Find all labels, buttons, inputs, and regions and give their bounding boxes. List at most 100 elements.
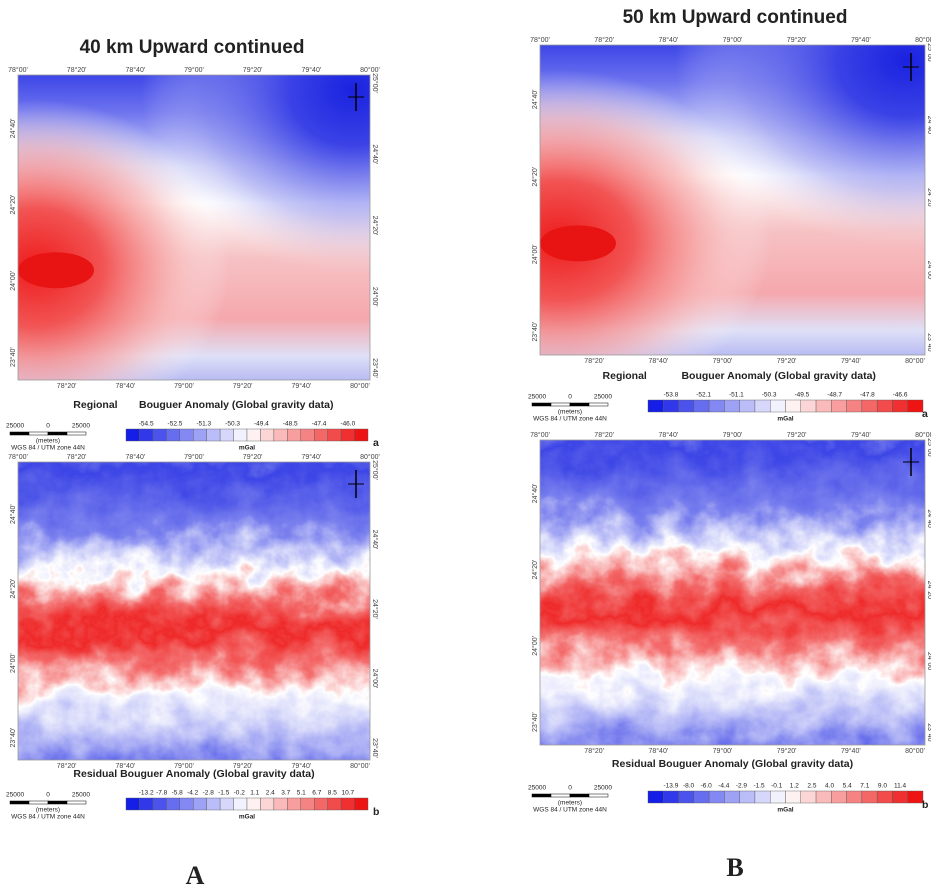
right-tick-label: 24°40': [371, 144, 379, 164]
left-tick-label: 24°40': [9, 119, 17, 139]
legend-label: -51.3: [196, 421, 211, 428]
right-tick-label: 24°40': [371, 530, 379, 550]
scale-left: 25000: [528, 785, 546, 792]
left-tick-label: 24°20': [9, 579, 17, 599]
legend-label: -49.5: [794, 392, 809, 399]
legend-label: 5.4: [843, 783, 852, 790]
scale-seg: [531, 402, 552, 407]
legend-swatch: [800, 790, 817, 804]
legend-swatch: [179, 797, 194, 811]
right-tick-label: 23°40': [926, 333, 931, 353]
bottom-tick-label: 80°00': [350, 382, 370, 390]
legend-label: -2.8: [203, 790, 215, 797]
map: [540, 440, 925, 745]
bottom-tick-label: 79°00': [174, 382, 194, 390]
panel-letter: b: [922, 799, 928, 811]
legend-swatch: [678, 790, 695, 804]
left-tick-label: 24°40': [9, 504, 17, 524]
legend-swatch: [327, 797, 342, 811]
scale-seg: [588, 793, 609, 798]
legend-swatch: [273, 797, 288, 811]
caption: Residual Bouguer Anomaly (Global gravity…: [73, 768, 314, 780]
legend-label: -2.9: [736, 783, 748, 790]
map: [18, 462, 370, 760]
legend-label: 8.5: [328, 790, 337, 797]
map-residual: [18, 462, 370, 760]
legend-label: -6.0: [701, 783, 713, 790]
bottom-tick-label: 79°40': [291, 762, 311, 770]
legend-swatch: [846, 399, 863, 413]
caption: Bouguer Anomaly (Global gravity data): [681, 370, 875, 382]
legend-swatch: [708, 790, 725, 804]
legend-swatch: [800, 399, 817, 413]
bottom-tick-label: 79°20': [777, 357, 797, 365]
scale-seg: [569, 402, 590, 407]
right-tick-label: 24°00': [926, 652, 931, 672]
bottom-tick-label: 80°00': [905, 357, 925, 365]
legend-swatch: [340, 797, 355, 811]
map: [18, 75, 370, 380]
legend-swatch: [770, 399, 786, 413]
top-tick-label: 78°00': [8, 453, 28, 461]
legend-swatch: [724, 790, 740, 804]
bottom-tick-label: 78°20': [57, 382, 77, 390]
top-tick-label: 78°00': [530, 36, 550, 44]
legend-swatch: [647, 399, 664, 413]
bottom-tick-label: 78°40': [115, 762, 135, 770]
legend-label: 10.7: [342, 790, 355, 797]
legend-label: -46.0: [340, 421, 355, 428]
bottom-tick-label: 79°40': [291, 382, 311, 390]
legend-swatch: [815, 790, 832, 804]
map-blue: [540, 45, 925, 355]
right-tick-label: 25°00': [926, 43, 931, 63]
legend-label: 4.0: [825, 783, 834, 790]
legend-unit: mGal: [239, 814, 255, 821]
legend-label: -0.1: [771, 783, 783, 790]
scale-seg: [550, 793, 571, 798]
legend-swatch: [693, 790, 710, 804]
legend-label: -51.1: [729, 392, 744, 399]
legend-label: 3.7: [281, 790, 290, 797]
legend-swatch: [179, 428, 194, 442]
top-tick-label: 79°00': [723, 36, 743, 44]
top-tick-label: 79°20': [243, 453, 263, 461]
bottom-tick-label: 79°20': [777, 747, 797, 755]
map-core: [18, 252, 94, 289]
legend-label: -50.3: [762, 392, 777, 399]
bottom-tick-label: 79°40': [841, 357, 861, 365]
map-frame: [539, 439, 926, 746]
left-tick-label: 24°20': [9, 195, 17, 215]
legend-label: 11.4: [894, 783, 907, 790]
left-tick-label: 23°40': [531, 712, 539, 732]
top-tick-label: 79°20': [243, 66, 263, 74]
map-frame: [17, 461, 371, 761]
legend-swatch: [166, 428, 180, 442]
legend-label: 2.5: [807, 783, 816, 790]
map-core: [540, 225, 616, 262]
top-tick-label: 79°20': [787, 36, 807, 44]
legend-swatch: [193, 797, 207, 811]
legend-label: -13.2: [139, 790, 154, 797]
legend-swatch: [861, 399, 878, 413]
scale-crs: WGS 84 / UTM zone 44N: [533, 807, 607, 814]
scale-seg: [531, 793, 552, 798]
top-tick-label: 78°20': [594, 36, 614, 44]
legend-unit: mGal: [239, 445, 255, 452]
scale-seg: [66, 800, 87, 805]
legend-unit: mGal: [777, 416, 793, 423]
legend-swatch: [708, 399, 725, 413]
legend-swatch: [300, 428, 315, 442]
right-tick-label: 24°20': [926, 581, 931, 601]
right-tick-label: 25°00': [371, 73, 379, 93]
legend-swatch: [233, 428, 248, 442]
scale-seg: [47, 431, 68, 436]
scale-seg: [47, 800, 68, 805]
bottom-tick-label: 80°00': [350, 762, 370, 770]
legend-swatch: [892, 790, 908, 804]
legend-swatch: [770, 790, 786, 804]
scale-left: 25000: [528, 394, 546, 401]
right-tick-label: 25°00': [371, 460, 379, 480]
scale-seg: [588, 402, 609, 407]
scale-seg: [28, 800, 49, 805]
bottom-tick-label: 78°40': [648, 747, 668, 755]
